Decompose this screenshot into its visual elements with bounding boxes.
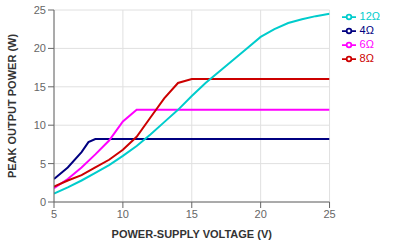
svg-text:20: 20 [34,42,46,54]
svg-text:25: 25 [34,4,46,16]
svg-text:25: 25 [323,208,335,220]
svg-text:5: 5 [40,158,46,170]
svg-text:5: 5 [51,208,57,220]
svg-text:PEAK OUTPUT POWER (W): PEAK OUTPUT POWER (W) [8,34,18,179]
svg-text:15: 15 [34,81,46,93]
svg-text:0: 0 [40,196,46,208]
svg-text:15: 15 [186,208,198,220]
svg-text:10: 10 [117,208,129,220]
svg-text:20: 20 [255,208,267,220]
svg-text:10: 10 [34,119,46,131]
html-text:12Ω: 12Ω [359,10,380,22]
html-text:8Ω: 8Ω [359,52,374,65]
html-text:6Ω: 6Ω [359,38,374,51]
svg-text:POWER-SUPPLY VOLTAGE (V): POWER-SUPPLY VOLTAGE (V) [112,228,273,240]
html-text:4Ω: 4Ω [359,24,374,37]
